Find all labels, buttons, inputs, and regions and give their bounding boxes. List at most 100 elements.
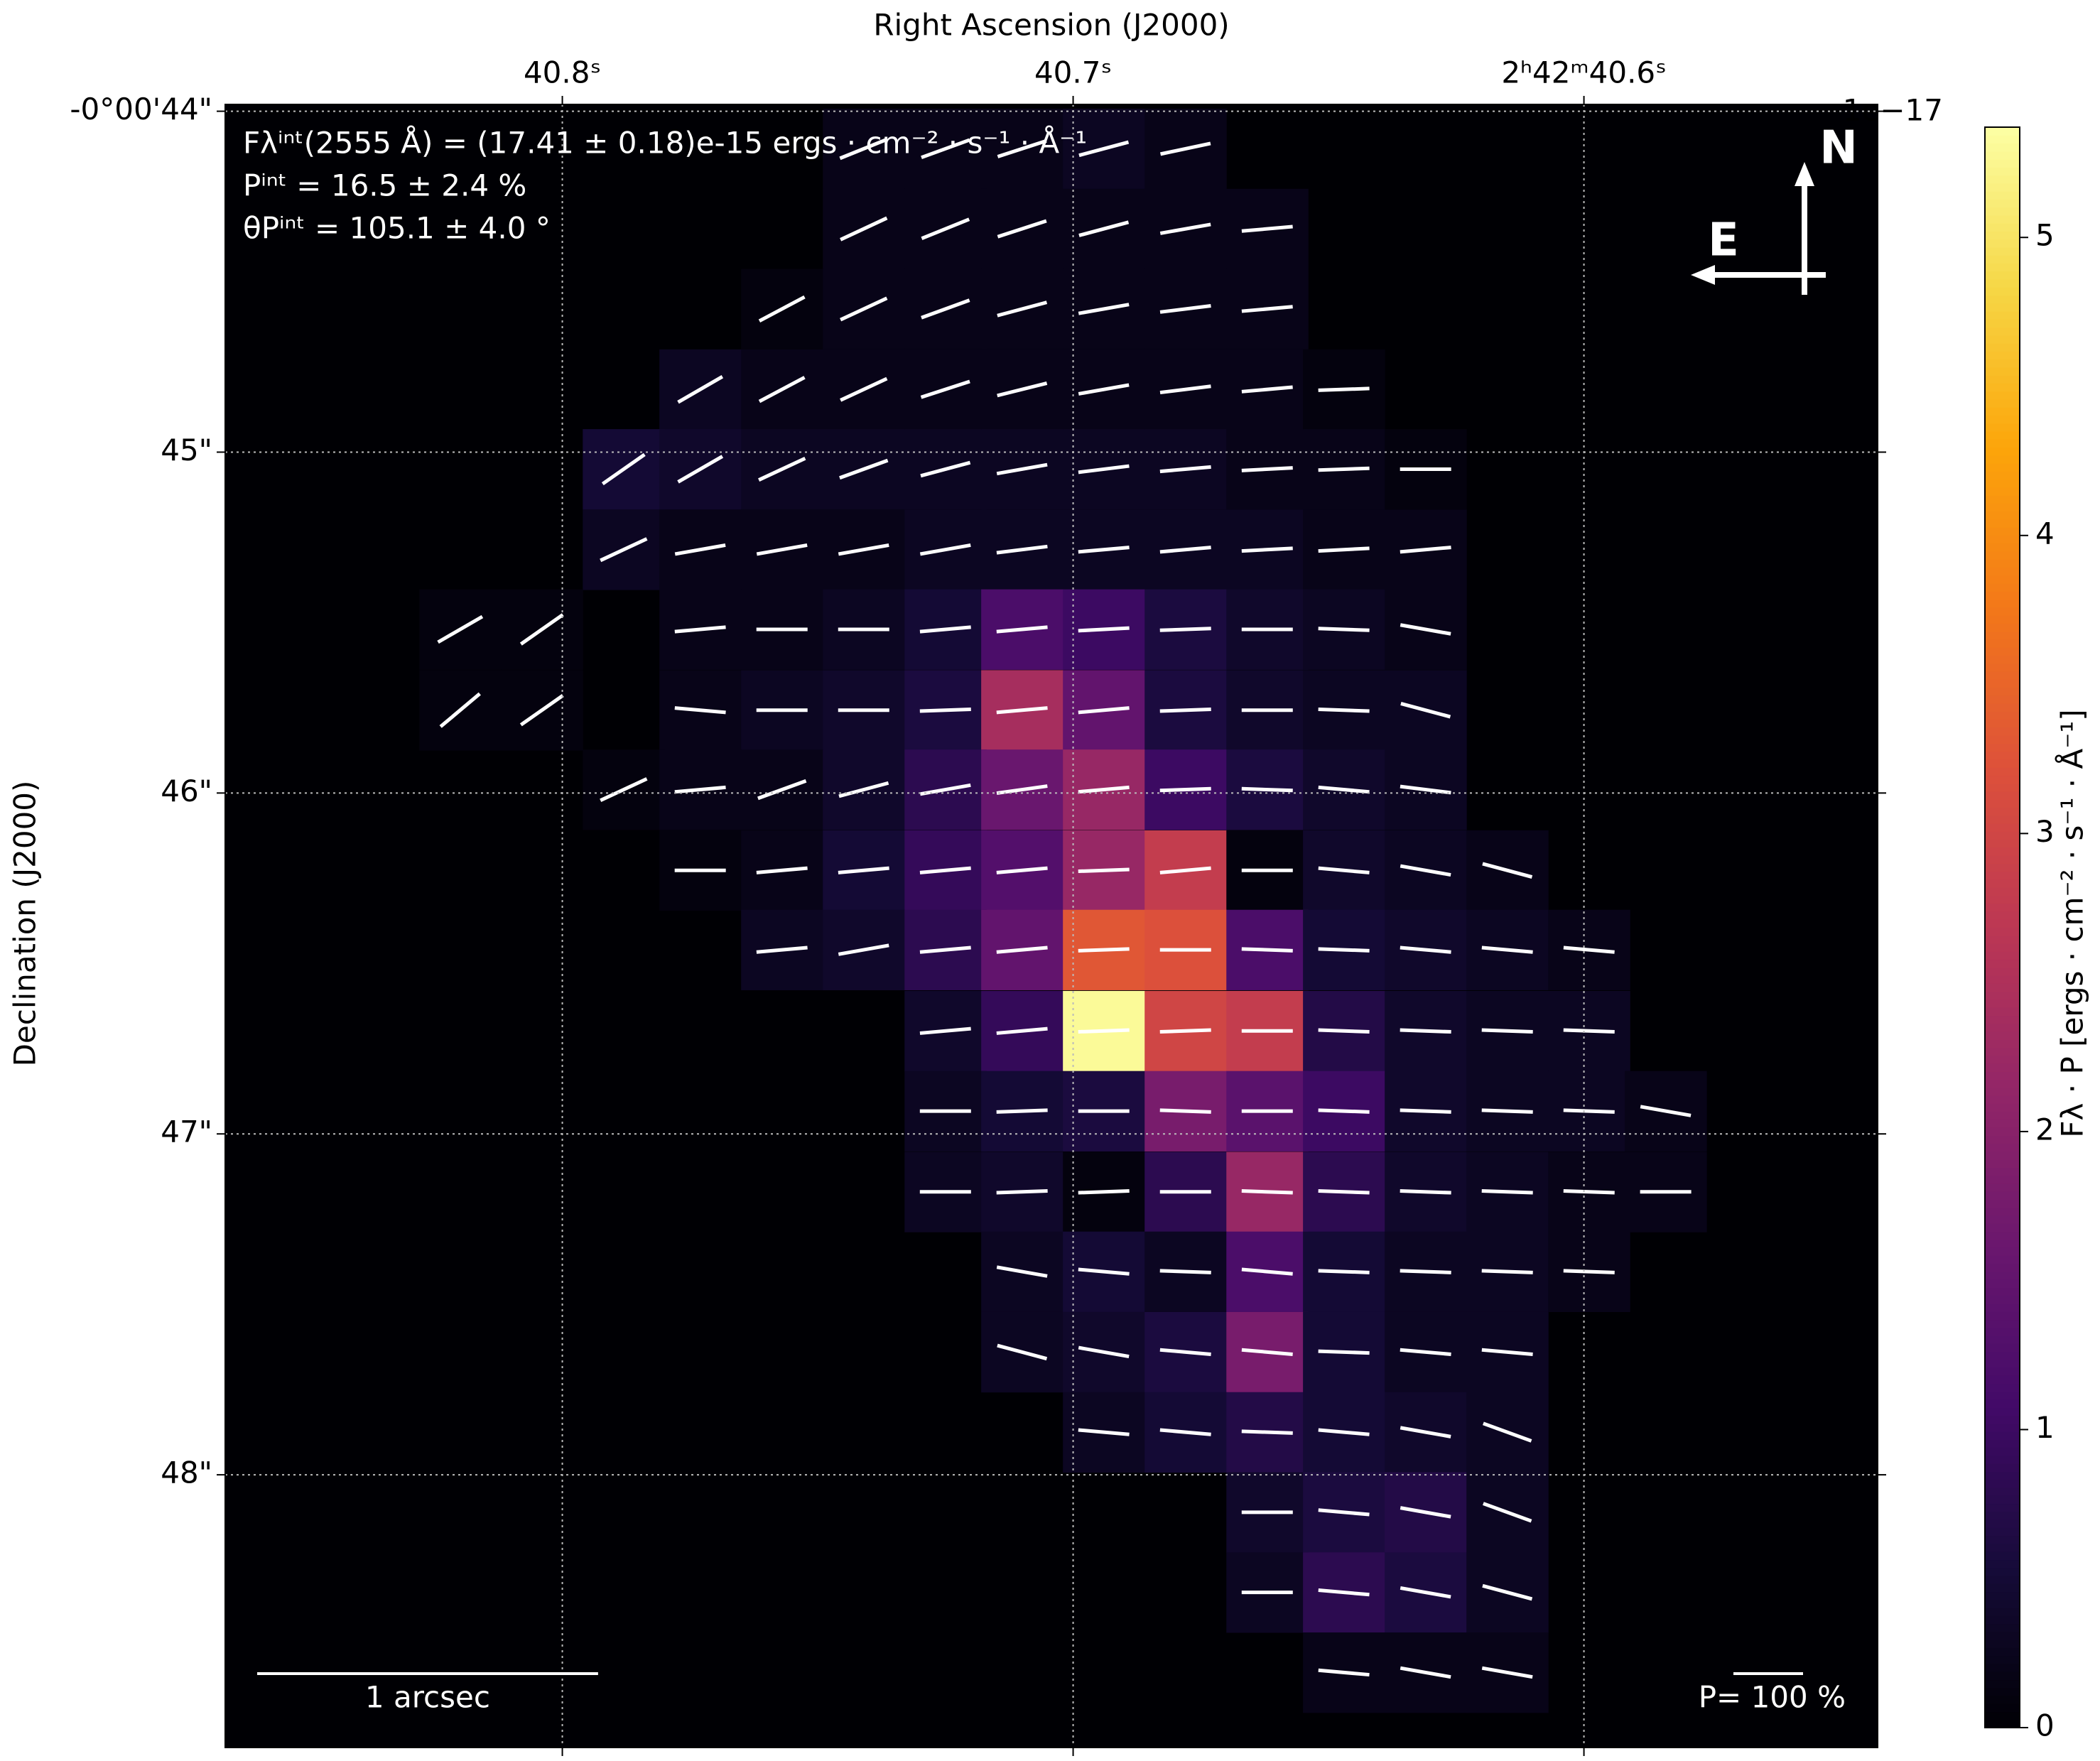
colorbar-slice (1985, 1279, 2020, 1289)
colorbar-slice (1985, 246, 2020, 256)
colorbar-slice (1985, 1055, 2020, 1064)
colorbar-slice (1985, 1303, 2020, 1312)
colorbar-tick-label: 5 (2035, 218, 2055, 253)
colorbar-slice (1985, 167, 2020, 176)
colorbar-slice (1985, 215, 2020, 224)
colorbar-slice (1985, 239, 2020, 248)
colorbar-slice (1985, 759, 2020, 768)
polarization-vector (600, 777, 648, 803)
colorbar-slice (1985, 1455, 2020, 1464)
colorbar-slice (1985, 663, 2020, 672)
polarization-vector (1078, 706, 1130, 715)
polarization-vector (1241, 947, 1293, 953)
colorbar-slice (1985, 1575, 2020, 1584)
polarization-vector (919, 783, 971, 796)
polarization-vector (1400, 1189, 1451, 1195)
polarization-vector (1400, 1348, 1451, 1356)
colorbar-slice (1985, 231, 2020, 240)
colorbar-tick-label: 3 (2035, 814, 2055, 849)
y-tick-label: 46" (161, 774, 212, 808)
colorbar-slice (1985, 959, 2020, 968)
polarization-vector (920, 379, 970, 399)
colorbar-slice (1985, 1655, 2020, 1664)
polarization-vector (1400, 702, 1451, 719)
polarization-vector (758, 295, 806, 323)
colorbar-slice (1985, 1640, 2020, 1648)
colorbar-slice (1985, 1207, 2020, 1216)
polarization-vector (1078, 1028, 1130, 1034)
polarization-vector (758, 376, 806, 403)
colorbar-slice (1985, 1343, 2020, 1353)
colorbar (1985, 127, 2020, 1728)
colorbar-slice (1985, 255, 2020, 264)
compass-north-head (1795, 162, 1814, 186)
colorbar-slice (1985, 487, 2020, 496)
colorbar-slice (1985, 687, 2020, 696)
polarization-vector (1078, 140, 1130, 158)
colorbar-slice (1985, 1647, 2020, 1657)
polarization-vector (1159, 546, 1211, 554)
polarization-vector (1159, 786, 1211, 793)
x-tick-label: 40.7ˢ (1034, 55, 1112, 90)
polarization-vector (1400, 1028, 1451, 1034)
polarization-vector (1318, 866, 1370, 874)
colorbar-slice (1985, 1679, 2020, 1689)
polarization-vector (996, 706, 1048, 715)
colorbar-slice (1985, 1527, 2020, 1537)
polarization-vector (600, 537, 648, 563)
colorbar-slice (1985, 895, 2020, 904)
polarization-vector (996, 1108, 1048, 1114)
colorbar-slice (1985, 1503, 2020, 1512)
colorbar-slice (1985, 1383, 2020, 1392)
colorbar-slice (1985, 887, 2020, 896)
colorbar-frame (1984, 126, 2020, 1728)
colorbar-slice (1985, 527, 2020, 536)
polarization-vector (756, 945, 808, 954)
polarization-vector (1159, 1028, 1211, 1034)
colorbar-slice (1985, 1671, 2020, 1681)
colorbar-slice (1985, 1608, 2020, 1616)
colorbar-slice (1985, 727, 2020, 736)
polarization-vector (997, 1343, 1048, 1361)
polarization-vector (1241, 224, 1293, 233)
colorbar-slice (1985, 1255, 2020, 1264)
colorbar-slice (1985, 1263, 2020, 1272)
polarization-vector (1483, 1421, 1532, 1443)
polarization-vector (1481, 1189, 1533, 1195)
polarization-vector (1078, 785, 1130, 794)
polarization-vector (1400, 1426, 1451, 1438)
colorbar-slice (1985, 1447, 2020, 1456)
polarization-vector (674, 625, 726, 634)
colorbar-slice (1985, 1223, 2020, 1232)
colorbar-slice (1985, 927, 2020, 936)
polarization-vector (1318, 627, 1370, 632)
colorbar-slice (1985, 999, 2020, 1008)
polarization-vector (1159, 222, 1211, 235)
x-axis-title: Right Ascension (J2000) (873, 8, 1229, 43)
annotation: Pⁱⁿᵗ = 16.5 ± 2.4 % (243, 168, 526, 203)
colorbar-slice (1985, 783, 2020, 792)
colorbar-slice (1985, 1175, 2020, 1184)
colorbar-slice (1985, 1039, 2020, 1049)
polarization-vector (757, 779, 807, 801)
colorbar-slice (1985, 719, 2020, 728)
polarization-vector (1078, 1189, 1130, 1195)
colorbar-slice (1985, 1167, 2020, 1176)
annotation: θPⁱⁿᵗ = 105.1 ± 4.0 ° (243, 211, 551, 246)
polarization-vector (996, 625, 1048, 634)
colorbar-slice (1985, 415, 2020, 424)
colorbar-slice (1985, 479, 2020, 488)
polarization-vector (1481, 1108, 1533, 1114)
polarization-vector (996, 1265, 1048, 1278)
colorbar-slice (1985, 375, 2020, 384)
colorbar-slice (1985, 1407, 2020, 1416)
polarization-vector (677, 375, 724, 404)
compass-east-head (1691, 265, 1715, 285)
colorbar-slice (1985, 135, 2020, 144)
colorbar-slice (1985, 831, 2020, 840)
colorbar-slice (1985, 967, 2020, 976)
polarization-vector (1078, 464, 1130, 475)
polarization-vector (1563, 1189, 1615, 1195)
colorbar-slice (1985, 1687, 2020, 1696)
colorbar-slice (1985, 943, 2020, 952)
